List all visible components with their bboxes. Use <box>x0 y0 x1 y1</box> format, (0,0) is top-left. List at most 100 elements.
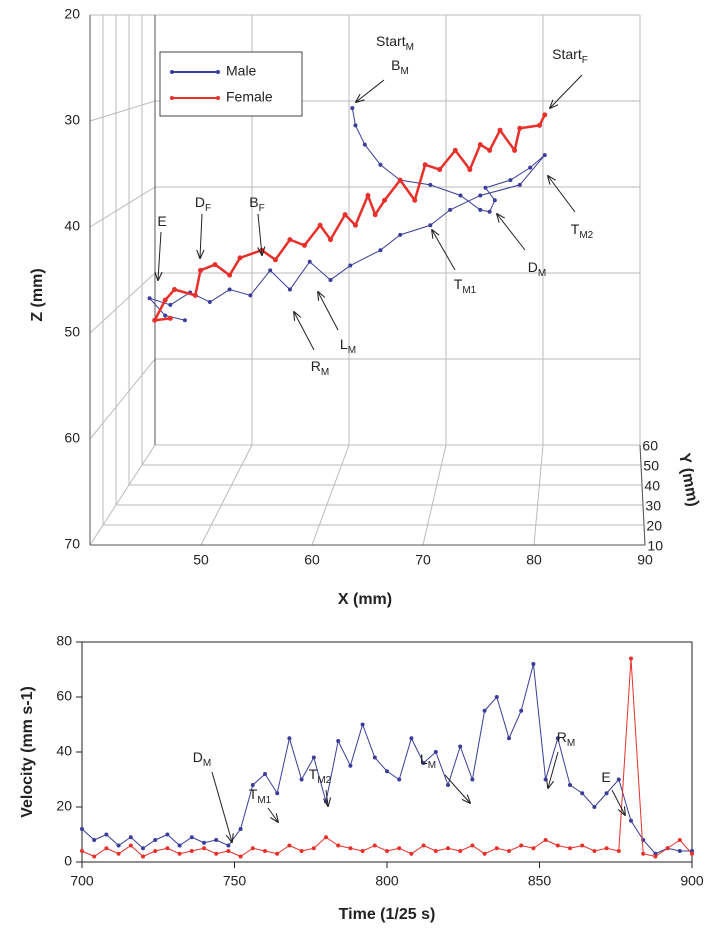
point <box>311 755 316 760</box>
annotation-text: D <box>195 194 205 210</box>
point <box>494 846 499 851</box>
point <box>677 849 682 853</box>
point <box>665 846 670 851</box>
annotation-arrow <box>497 214 526 251</box>
point <box>226 849 231 853</box>
y-tick-label: 40 <box>56 743 72 759</box>
point <box>483 185 488 190</box>
point <box>507 849 511 853</box>
point <box>653 851 658 856</box>
annotation: BF <box>249 194 264 214</box>
annotation: TM2 <box>309 766 332 786</box>
point <box>604 791 609 796</box>
point <box>202 846 206 851</box>
point <box>512 147 518 153</box>
annotation-sub: F <box>582 55 588 66</box>
annotation-text: Start <box>552 46 582 62</box>
point <box>428 223 433 228</box>
annotation-sub: M <box>321 367 329 378</box>
point <box>342 212 348 218</box>
point <box>153 849 158 853</box>
point <box>189 849 194 853</box>
point <box>162 297 168 303</box>
point <box>677 838 682 842</box>
x-axis-title: X (mm) <box>338 591 392 608</box>
point <box>214 851 219 856</box>
point <box>478 207 483 212</box>
point <box>470 777 475 782</box>
grid-line <box>533 444 544 546</box>
annotation-sub: M2 <box>317 775 331 786</box>
x-tick-label: 60 <box>304 552 320 568</box>
point <box>299 777 304 782</box>
point <box>227 287 232 292</box>
point <box>641 851 646 856</box>
point <box>238 854 243 859</box>
axis-line <box>639 444 646 546</box>
grid-line <box>89 358 156 440</box>
point <box>592 805 597 809</box>
point <box>198 267 203 273</box>
point <box>168 302 173 307</box>
point <box>378 162 383 167</box>
x-tick-label: 80 <box>526 552 542 568</box>
point <box>494 695 499 699</box>
grid-line <box>89 444 156 546</box>
point <box>421 843 426 848</box>
point <box>165 832 170 837</box>
point <box>543 777 548 782</box>
point <box>397 846 402 851</box>
y-tick-label: 10 <box>647 538 663 554</box>
point <box>378 248 383 253</box>
grid-line <box>89 272 156 334</box>
annotation: LM <box>340 336 356 356</box>
point <box>531 662 536 666</box>
point <box>382 197 388 203</box>
x-tick-label: 50 <box>193 552 209 568</box>
annotation-text: T <box>571 221 580 237</box>
legend-marker <box>216 96 220 100</box>
annotation-sub: M <box>567 738 575 749</box>
annotation-text: E <box>601 769 610 785</box>
point <box>385 849 389 853</box>
grid-line <box>89 186 156 228</box>
annotation-sub: M1 <box>257 795 271 806</box>
annotation: DM <box>193 749 211 769</box>
point <box>372 843 377 848</box>
point <box>307 259 312 264</box>
point <box>163 313 168 318</box>
z-axis-title: Z (mm) <box>29 268 46 321</box>
annotation: E <box>601 769 610 785</box>
x-tick-label: 70 <box>415 552 431 568</box>
annotation-sub: M <box>406 42 414 53</box>
point <box>272 257 278 263</box>
point <box>482 708 487 713</box>
annotation-text: T <box>454 276 463 292</box>
y-tick-label: 60 <box>56 688 72 704</box>
x-axis-title: Time (1/25 s) <box>339 906 436 923</box>
annotation-text: T <box>309 766 318 782</box>
point <box>311 846 316 851</box>
annotation-arrow <box>318 292 339 331</box>
annotation-arrow <box>548 176 576 213</box>
point <box>328 277 333 282</box>
annotation-text: T <box>249 786 258 802</box>
annotation-sub: M2 <box>579 230 593 241</box>
point <box>487 209 492 214</box>
y-tick-label: 40 <box>644 478 660 494</box>
annotation-text: L <box>420 751 428 767</box>
annotation: TM2 <box>571 221 594 241</box>
point <box>604 846 609 851</box>
point <box>446 846 450 851</box>
annotation: E <box>157 213 166 229</box>
point <box>458 849 463 853</box>
point <box>580 791 585 796</box>
point <box>268 268 273 273</box>
point <box>372 755 377 760</box>
annotation: StartM <box>376 33 414 53</box>
annotation-sub: M1 <box>462 285 476 296</box>
annotation-arrow <box>158 231 161 280</box>
point <box>238 827 243 831</box>
point <box>422 162 428 168</box>
point <box>421 761 426 765</box>
